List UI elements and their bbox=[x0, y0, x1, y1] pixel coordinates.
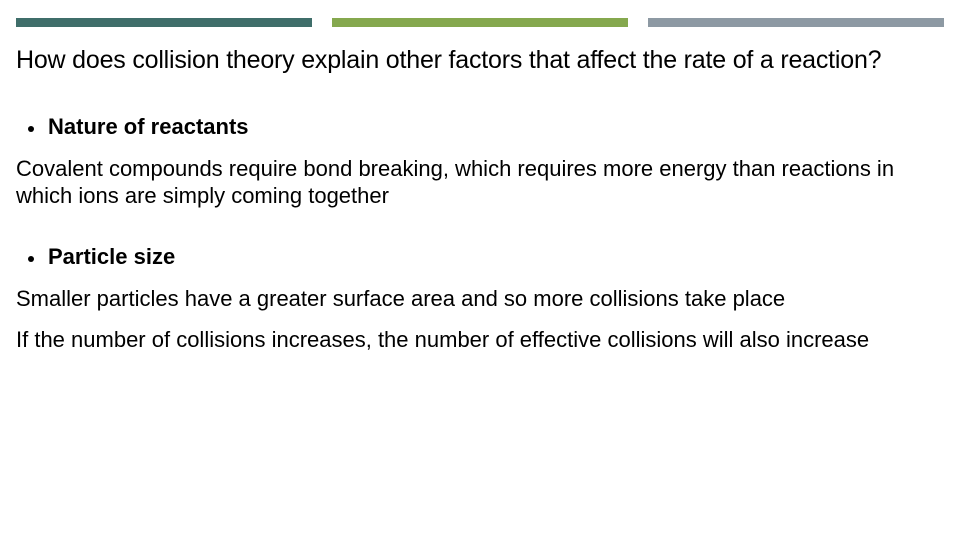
body-text-2: Smaller particles have a greater surface… bbox=[16, 286, 944, 313]
body-text-1: Covalent compounds require bond breaking… bbox=[16, 156, 944, 210]
accent-bar-1 bbox=[16, 18, 312, 27]
bullet-heading-1: Nature of reactants bbox=[48, 114, 249, 140]
bullet-item-1: Nature of reactants bbox=[16, 114, 944, 140]
accent-bar-3 bbox=[648, 18, 944, 27]
slide: How does collision theory explain other … bbox=[0, 0, 960, 540]
trailing-text: If the number of collisions increases, t… bbox=[16, 327, 944, 354]
accent-bar-2 bbox=[332, 18, 628, 27]
top-bar-row bbox=[16, 0, 944, 39]
bullet-dot-icon bbox=[28, 256, 34, 262]
bullet-item-2: Particle size bbox=[16, 244, 944, 270]
slide-title: How does collision theory explain other … bbox=[16, 45, 944, 76]
bullet-heading-2: Particle size bbox=[48, 244, 175, 270]
bullet-dot-icon bbox=[28, 126, 34, 132]
